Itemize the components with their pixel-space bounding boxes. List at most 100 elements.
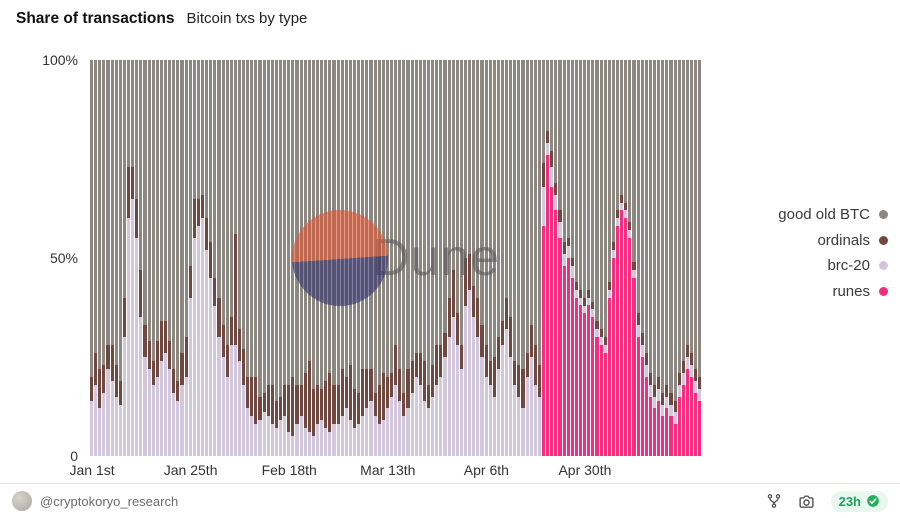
bar[interactable] xyxy=(94,60,98,456)
bar[interactable] xyxy=(303,60,307,456)
bar[interactable] xyxy=(118,60,122,456)
bar[interactable] xyxy=(155,60,159,456)
bar[interactable] xyxy=(463,60,468,456)
bar[interactable] xyxy=(320,60,324,456)
bar[interactable] xyxy=(492,60,496,456)
bar[interactable] xyxy=(205,60,209,456)
bar[interactable] xyxy=(652,60,657,456)
bar[interactable] xyxy=(542,60,546,456)
bar[interactable] xyxy=(389,60,394,456)
bar[interactable] xyxy=(591,60,595,456)
bar[interactable] xyxy=(324,60,328,456)
bar[interactable] xyxy=(406,60,410,456)
bar[interactable] xyxy=(192,60,196,456)
bar[interactable] xyxy=(439,60,443,456)
bar[interactable] xyxy=(213,60,217,456)
bar[interactable] xyxy=(476,60,480,456)
bar[interactable] xyxy=(616,60,620,456)
bar[interactable] xyxy=(685,60,689,456)
bar[interactable] xyxy=(603,60,607,456)
bar[interactable] xyxy=(579,60,583,456)
bar[interactable] xyxy=(365,60,369,456)
bar[interactable] xyxy=(435,60,439,456)
bar[interactable] xyxy=(90,60,94,456)
bar[interactable] xyxy=(533,60,537,456)
bar[interactable] xyxy=(595,60,599,456)
bar[interactable] xyxy=(250,60,254,456)
bar[interactable] xyxy=(254,60,258,456)
bar[interactable] xyxy=(599,60,603,456)
bar[interactable] xyxy=(381,60,385,456)
bar[interactable] xyxy=(353,60,357,456)
bar[interactable] xyxy=(480,60,484,456)
bar[interactable] xyxy=(328,60,332,456)
bar[interactable] xyxy=(394,60,398,456)
bar[interactable] xyxy=(472,60,476,456)
bar[interactable] xyxy=(410,60,414,456)
bar[interactable] xyxy=(266,60,270,456)
bar[interactable] xyxy=(632,60,636,456)
bar[interactable] xyxy=(496,60,500,456)
bar[interactable] xyxy=(348,60,352,456)
bar[interactable] xyxy=(242,60,246,456)
bar[interactable] xyxy=(307,60,311,456)
bar[interactable] xyxy=(698,60,702,456)
bar[interactable] xyxy=(681,60,685,456)
bar[interactable] xyxy=(484,60,488,456)
fork-icon[interactable] xyxy=(766,493,782,509)
bar[interactable] xyxy=(488,60,492,456)
bar[interactable] xyxy=(287,60,291,456)
bar[interactable] xyxy=(468,60,472,456)
bar[interactable] xyxy=(509,60,513,456)
bar[interactable] xyxy=(422,60,426,456)
bar[interactable] xyxy=(126,60,131,456)
bar[interactable] xyxy=(159,60,163,456)
bar[interactable] xyxy=(529,60,533,456)
bar[interactable] xyxy=(644,60,648,456)
bar[interactable] xyxy=(521,60,525,456)
bar[interactable] xyxy=(135,60,139,456)
bar[interactable] xyxy=(209,60,213,456)
bar[interactable] xyxy=(139,60,143,456)
bar[interactable] xyxy=(513,60,517,456)
bar[interactable] xyxy=(114,60,118,456)
bar[interactable] xyxy=(332,60,336,456)
bar[interactable] xyxy=(418,60,422,456)
legend-item[interactable]: good old BTC xyxy=(778,202,888,228)
bar[interactable] xyxy=(587,60,591,456)
bar[interactable] xyxy=(217,60,221,456)
bar[interactable] xyxy=(648,60,652,456)
bar[interactable] xyxy=(143,60,147,456)
bar[interactable] xyxy=(147,60,151,456)
bar[interactable] xyxy=(274,60,279,456)
bar[interactable] xyxy=(402,60,406,456)
bar[interactable] xyxy=(620,60,624,456)
bar[interactable] xyxy=(344,60,348,456)
bar[interactable] xyxy=(669,60,673,456)
bar[interactable] xyxy=(246,60,250,456)
bar[interactable] xyxy=(546,60,550,456)
bar[interactable] xyxy=(583,60,587,456)
bar[interactable] xyxy=(373,60,377,456)
bar[interactable] xyxy=(611,60,615,456)
bar[interactable] xyxy=(369,60,373,456)
bar[interactable] xyxy=(110,60,114,456)
bar[interactable] xyxy=(665,60,669,456)
bar[interactable] xyxy=(385,60,389,456)
bar[interactable] xyxy=(176,60,180,456)
bar[interactable] xyxy=(279,60,283,456)
bar[interactable] xyxy=(151,60,155,456)
bar[interactable] xyxy=(229,60,233,456)
bar[interactable] xyxy=(291,60,295,456)
bar[interactable] xyxy=(316,60,320,456)
bar[interactable] xyxy=(225,60,229,456)
bar[interactable] xyxy=(377,60,381,456)
bar[interactable] xyxy=(163,60,168,456)
bar[interactable] xyxy=(657,60,661,456)
author-link[interactable]: @cryptokoryo_research xyxy=(12,491,178,511)
bar[interactable] xyxy=(550,60,554,456)
bar[interactable] xyxy=(188,60,192,456)
bar[interactable] xyxy=(237,60,242,456)
bar[interactable] xyxy=(431,60,435,456)
bar[interactable] xyxy=(122,60,126,456)
